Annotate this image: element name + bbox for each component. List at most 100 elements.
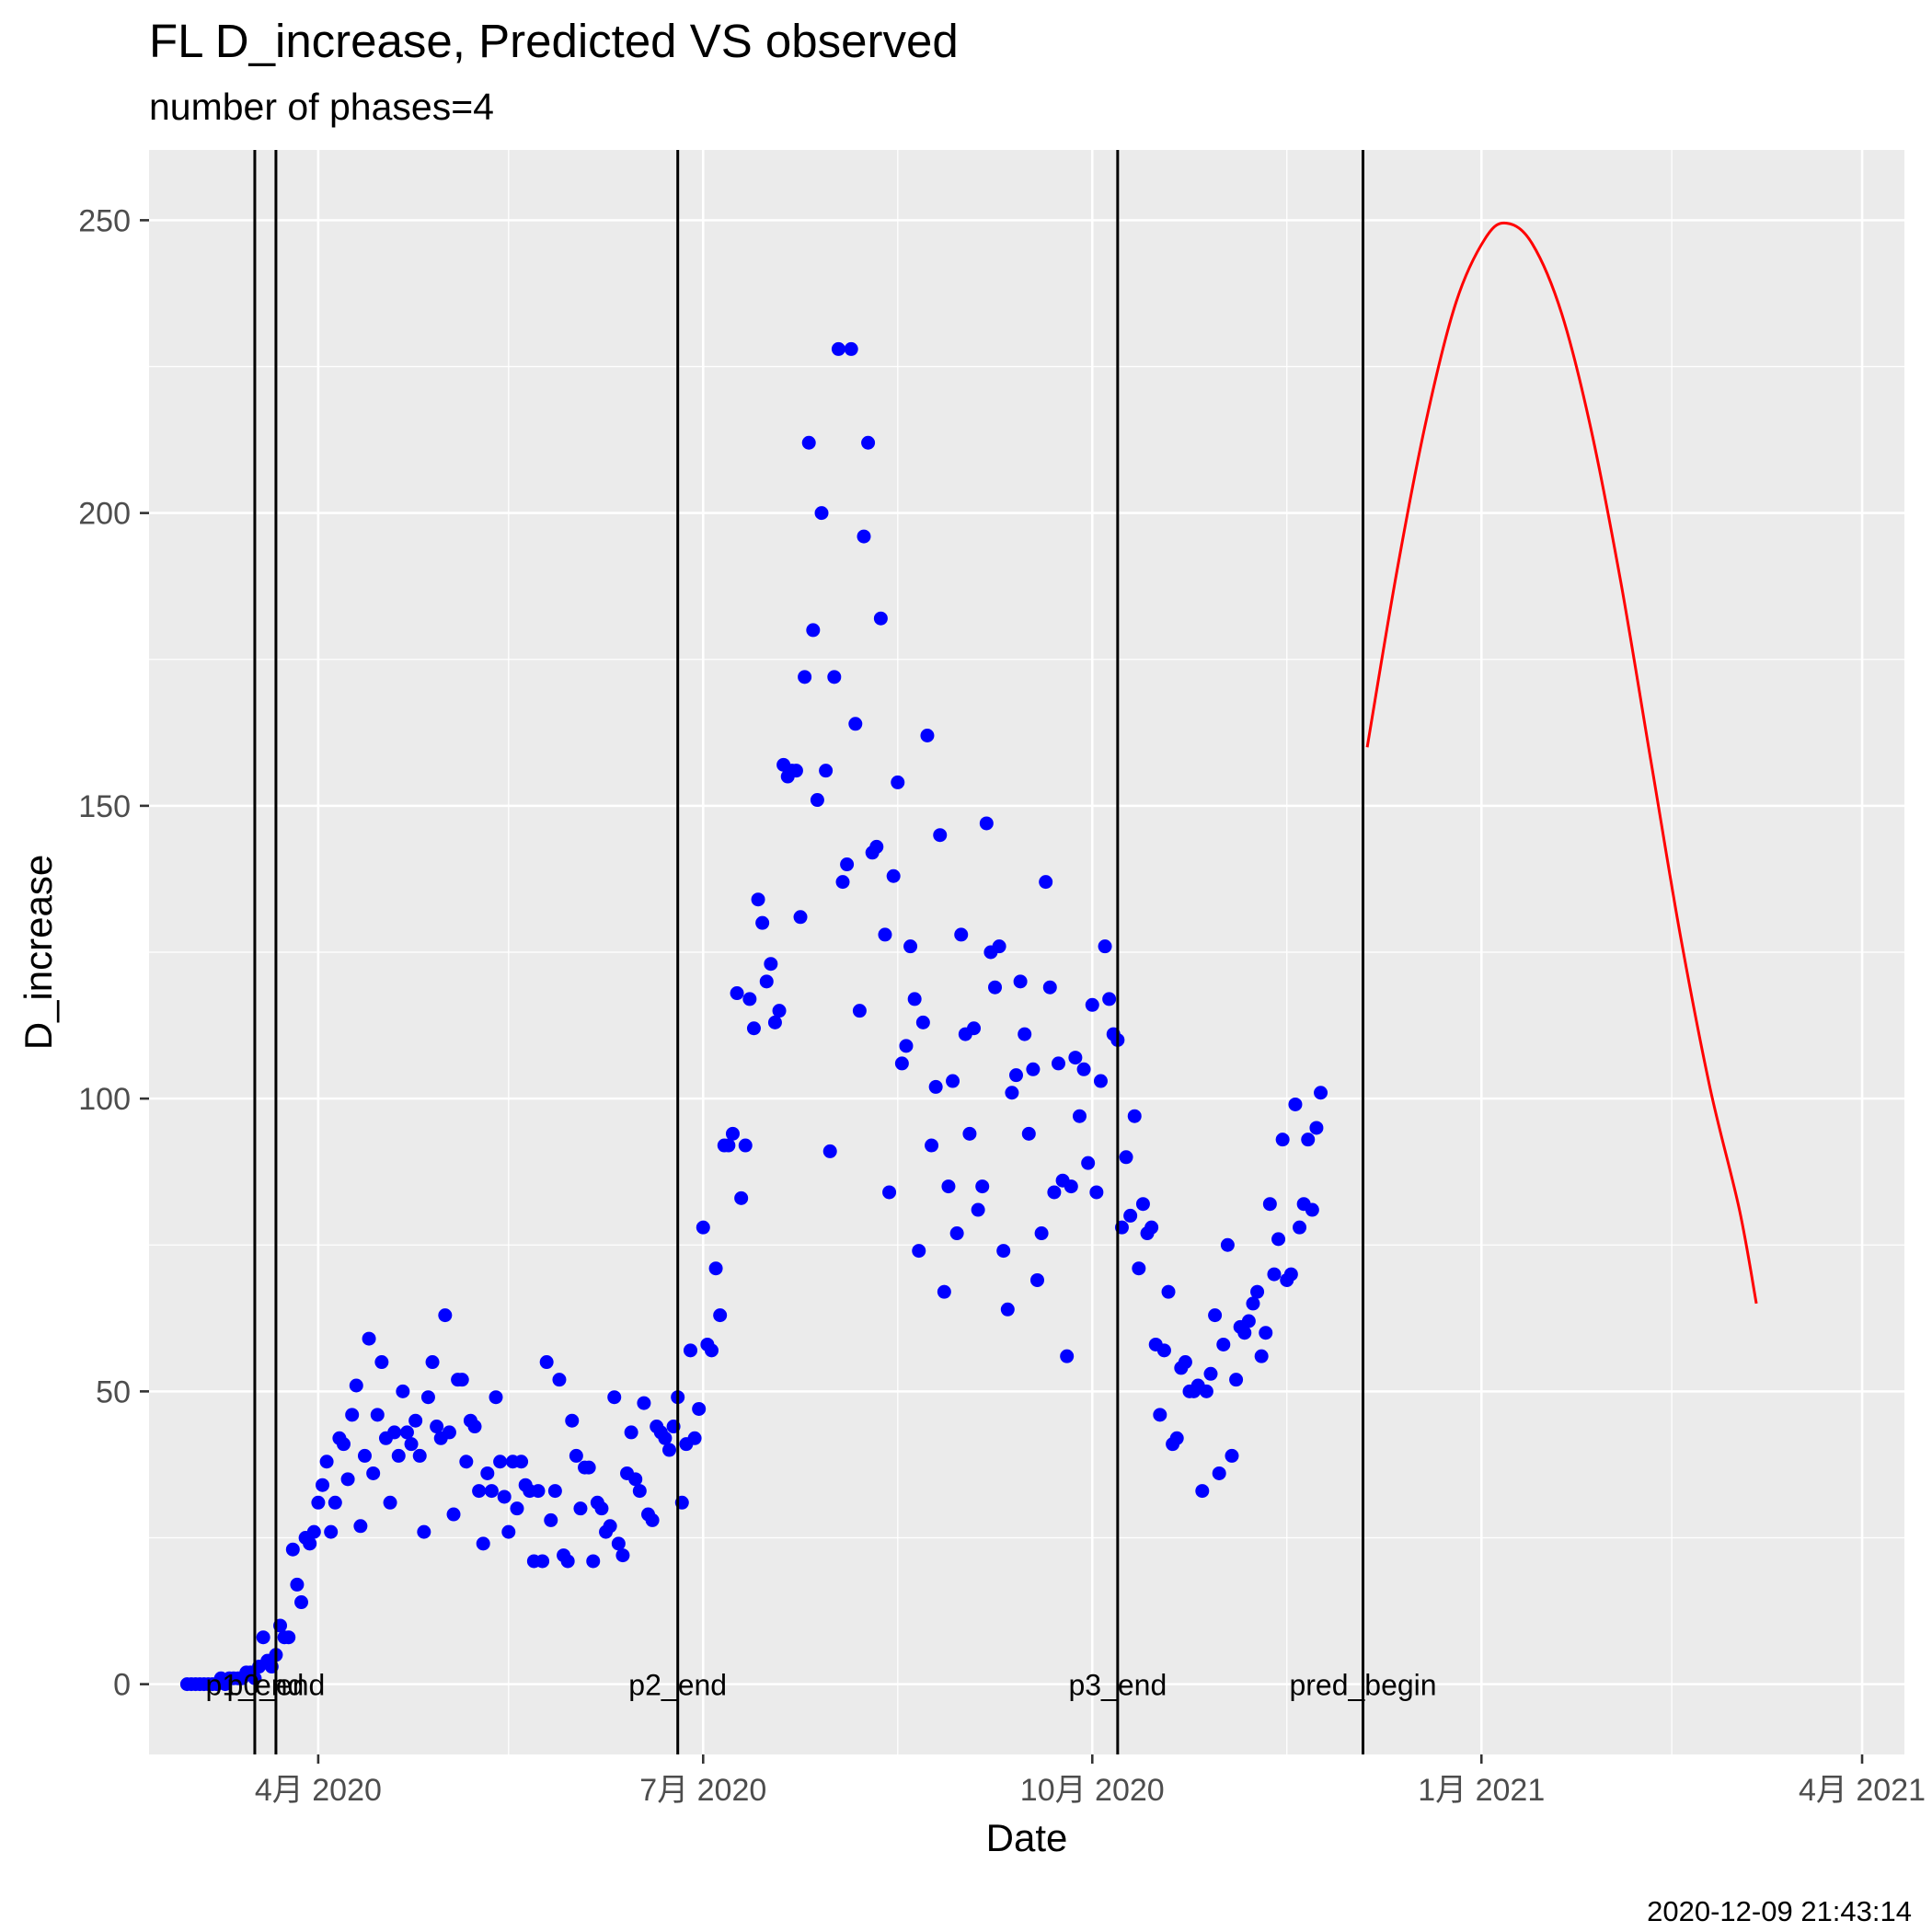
observed-point [484,1484,499,1499]
observed-point [594,1501,609,1516]
y-tick-label: 100 [78,1082,131,1117]
observed-point [454,1373,469,1387]
observed-point [696,1220,710,1235]
observed-point [1199,1384,1213,1398]
observed-point [1262,1197,1277,1212]
observed-point [628,1472,643,1487]
observed-point [806,623,821,638]
x-axis: 4月 2020 7月 2020 10月 2020 1月 2021 4月 2021 [255,1754,1926,1808]
observed-point [755,915,770,930]
observed-point [751,892,765,907]
chart-title: FL D_increase, Predicted VS observed [149,15,959,67]
observed-point [819,764,834,778]
observed-point [979,816,994,831]
observed-point [624,1425,638,1440]
observed-point [1123,1208,1138,1223]
observed-point [1259,1326,1273,1340]
observed-point [891,775,905,789]
observed-point [1225,1448,1239,1463]
observed-point [996,1244,1011,1259]
observed-point [476,1536,490,1551]
observed-point [861,435,876,450]
observed-point [1216,1337,1231,1351]
observed-points [179,341,1328,1692]
observed-point [925,1138,939,1153]
observed-point [1156,1343,1171,1358]
observed-point [894,1056,909,1071]
observed-point [967,1021,982,1036]
observed-point [907,992,922,1006]
observed-point [708,1261,723,1276]
observed-point [937,1284,951,1299]
observed-point [387,1425,402,1440]
observed-point [1271,1232,1286,1247]
x-tick-label: 4月 2021 [1799,1773,1926,1808]
observed-point [928,1079,943,1094]
observed-point [480,1466,495,1480]
observed-point [844,341,858,356]
observed-point [374,1355,389,1370]
observed-point [831,341,845,356]
observed-point [340,1472,355,1487]
observed-point [1098,939,1112,954]
observed-point [586,1554,601,1569]
observed-point [615,1548,630,1563]
observed-point [497,1489,512,1504]
observed-point [1288,1097,1303,1111]
observed-point [501,1524,516,1539]
observed-point [1254,1349,1269,1363]
phase-line-label: pred_begin [1289,1669,1436,1702]
x-tick-label: 7月 2020 [639,1773,766,1808]
observed-point [1305,1202,1319,1217]
observed-point [1018,1027,1032,1041]
observed-point [446,1507,461,1522]
observed-point [882,1185,897,1200]
observed-point [1000,1302,1015,1317]
observed-point [915,1015,930,1029]
y-tick-label: 150 [78,789,131,824]
observed-point [357,1448,372,1463]
observed-point [632,1484,647,1499]
observed-point [510,1501,524,1516]
observed-point [1021,1126,1036,1141]
observed-point [869,839,884,854]
observed-point [814,506,829,521]
observed-point [569,1448,583,1463]
observed-point [1013,974,1028,989]
observed-point [319,1455,334,1469]
observed-point [1051,1056,1065,1071]
observed-point [946,1074,960,1088]
observed-point [349,1378,363,1393]
chart-subtitle: number of phases=4 [149,86,494,128]
observed-point [1267,1267,1282,1282]
observed-point [391,1448,406,1463]
observed-point [552,1373,567,1387]
observed-point [1068,1051,1083,1065]
observed-point [662,1443,677,1457]
observed-point [835,875,850,890]
observed-point [442,1425,456,1440]
observed-point [1195,1484,1210,1499]
observed-point [988,980,1003,995]
observed-point [366,1466,381,1480]
observed-point [1005,1086,1019,1100]
observed-point [303,1536,317,1551]
observed-point [949,1226,964,1241]
observed-point [311,1495,326,1510]
observed-point [396,1384,410,1398]
observed-point [878,927,892,942]
observed-point [971,1202,985,1217]
observed-point [912,1244,926,1259]
observed-point [565,1413,580,1428]
y-axis: 0 50 100 150 200 250 [78,203,149,1703]
phase-line-label: p3_end [1068,1669,1167,1702]
observed-point [1275,1133,1290,1147]
y-axis-title: D_increase [17,855,60,1050]
observed-point [1060,1349,1075,1363]
observed-point [472,1484,487,1499]
observed-point [282,1630,296,1645]
observed-point [827,670,842,684]
observed-point [493,1455,508,1469]
observed-point [1283,1267,1298,1282]
